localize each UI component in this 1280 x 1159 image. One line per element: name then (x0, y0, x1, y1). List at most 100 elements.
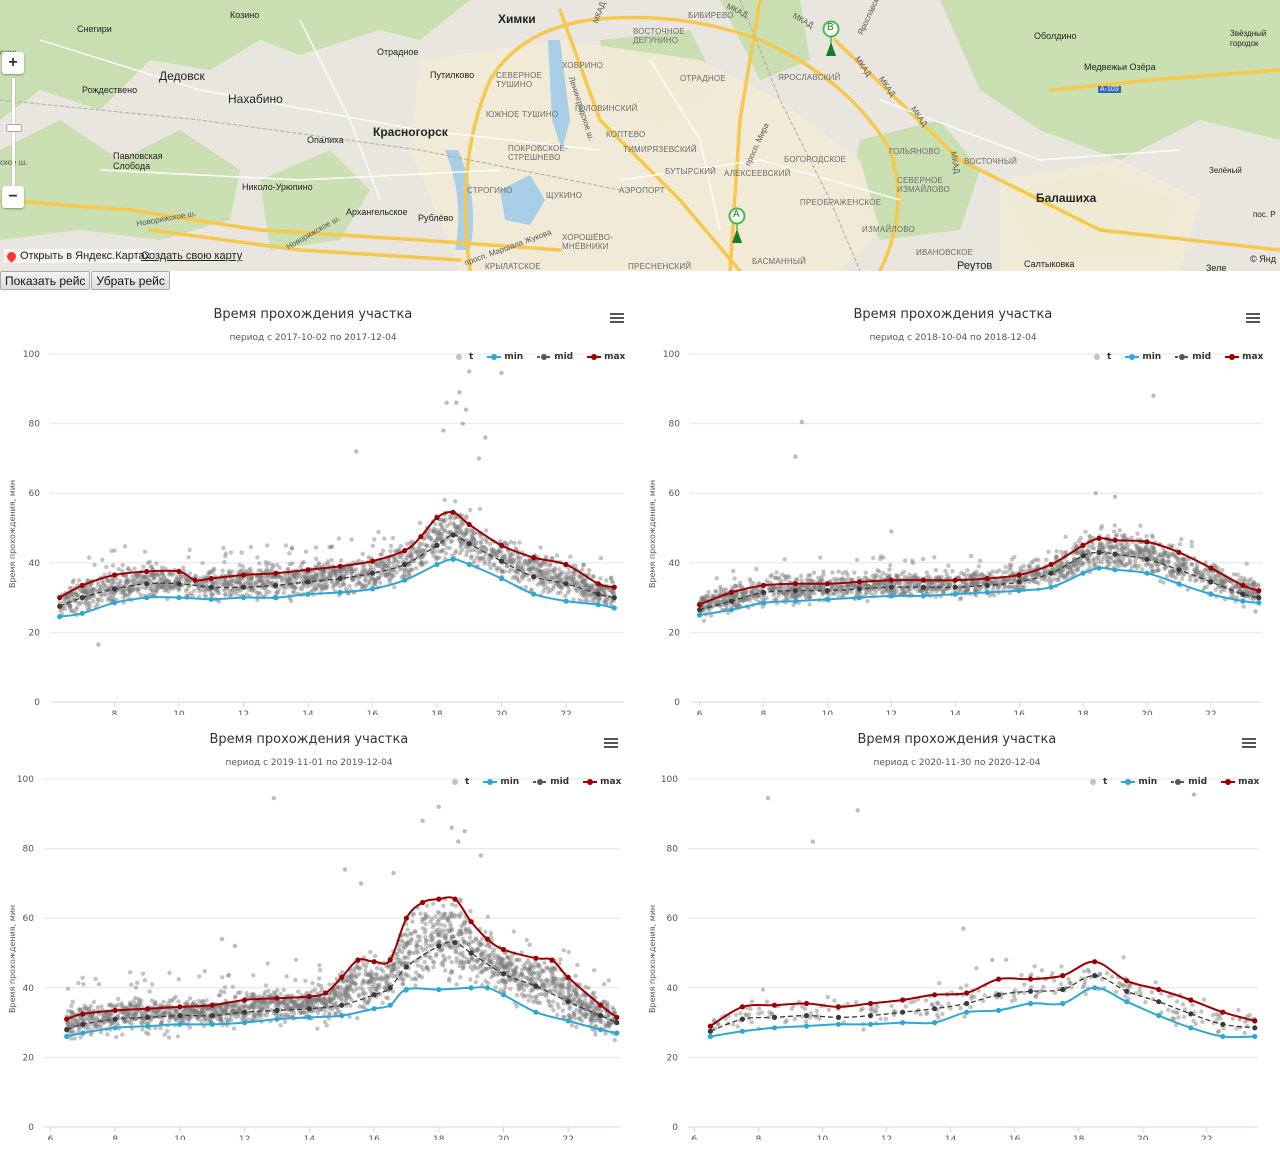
series-point-max (856, 579, 862, 585)
create-map-link[interactable]: Создать свою карту (141, 250, 243, 262)
open-in-yandex-maps-link[interactable]: Открыть в Яндекс.Картах (4, 249, 154, 263)
scatter-point (264, 588, 269, 593)
scatter-point (499, 549, 504, 555)
chart-menu-icon[interactable] (610, 313, 624, 323)
scatter-point (243, 580, 248, 585)
scatter-point (215, 590, 220, 595)
legend-item-mid[interactable]: mid (1175, 352, 1211, 362)
legend-item-min[interactable]: min (1125, 352, 1161, 362)
scatter-point (987, 571, 992, 576)
scatter-point (601, 587, 607, 593)
scatter-point (464, 527, 469, 532)
scatter-point (146, 577, 152, 582)
zoom-out-button[interactable]: − (2, 186, 24, 208)
scatter-point (535, 582, 540, 587)
scatter-point (434, 557, 439, 562)
scatter-point (110, 593, 116, 599)
scatter-point (528, 566, 534, 571)
series-point-min (1176, 581, 1182, 587)
chart-menu-icon[interactable] (1246, 313, 1260, 323)
scatter-point (1129, 535, 1134, 540)
zoom-control[interactable]: + − (2, 52, 24, 212)
scatter-point (443, 551, 449, 556)
scatter-point (1150, 533, 1155, 538)
scatter-point (581, 562, 587, 567)
scatter-point (798, 573, 804, 579)
scatter-point (1154, 556, 1159, 561)
show-route-button[interactable]: Показать рейс (0, 271, 91, 290)
scatter-point (441, 928, 446, 933)
legend-item-max[interactable]: max (1225, 352, 1263, 362)
scatter-point (237, 580, 242, 585)
scatter-point (1090, 542, 1095, 547)
scatter-point (1036, 571, 1041, 576)
hide-route-button[interactable]: Убрать рейс (91, 271, 170, 290)
scatter-point (100, 557, 105, 562)
series-point-max (1080, 542, 1086, 548)
scatter-point (1119, 542, 1124, 548)
scatter-point (1173, 554, 1178, 559)
series-point-mid (273, 582, 279, 588)
series-point-mid (402, 561, 408, 568)
scatter-point (589, 583, 594, 588)
scatter-point (118, 578, 123, 583)
map-canvas[interactable] (0, 0, 1280, 271)
scatter-point (294, 575, 299, 581)
route-marker-a[interactable]: A (728, 207, 746, 243)
scatter-point (533, 567, 538, 572)
scatter-point (116, 996, 121, 1002)
zoom-slider-handle[interactable] (6, 124, 22, 132)
scatter-point (517, 540, 522, 545)
scatter-point (227, 579, 232, 584)
legend-item-t[interactable]: t (452, 352, 473, 362)
scatter-point (1143, 562, 1148, 568)
scatter-point (518, 564, 523, 569)
scatter-point (356, 558, 361, 563)
scatter-point (392, 558, 397, 563)
scatter-point (538, 569, 543, 574)
legend-item-min[interactable]: min (487, 352, 523, 362)
scatter-point (863, 570, 868, 575)
scatter-point (156, 585, 161, 590)
scatter-point (350, 566, 355, 571)
scatter-point (782, 557, 787, 562)
scatter-point (793, 454, 798, 459)
scatter-point (606, 978, 611, 983)
scatter-point (853, 583, 858, 588)
scatter-point (1086, 548, 1091, 554)
scatter-point (339, 569, 344, 575)
scatter-point (532, 566, 537, 571)
scatter-point (393, 548, 398, 554)
scatter-point (206, 569, 212, 575)
scatter-point (439, 536, 444, 541)
scatter-point (102, 591, 107, 596)
scatter-point (76, 980, 81, 986)
scatter-point (447, 521, 453, 526)
scatter-point (457, 550, 463, 556)
scatter-point (537, 569, 542, 574)
scatter-point (212, 581, 217, 586)
scatter-point (245, 581, 251, 586)
scatter-point (392, 555, 397, 561)
zoom-slider[interactable] (12, 78, 15, 188)
legend-item-mid[interactable]: mid (537, 352, 573, 362)
legend-item-max[interactable]: max (587, 352, 625, 362)
scatter-point (379, 570, 384, 576)
scatter-point (502, 553, 507, 558)
route-marker-b[interactable]: B (822, 20, 840, 56)
scatter-point (354, 449, 359, 454)
scatter-point (375, 561, 380, 566)
scatter-point (439, 531, 444, 537)
scatter-point (166, 586, 171, 591)
scatter-point (1054, 555, 1059, 560)
scatter-point (572, 571, 578, 576)
legend-item-t[interactable]: t (1090, 352, 1111, 362)
scatter-point (429, 550, 435, 555)
map[interactable]: Химки Дедовск Нахабино Красногорск Балаш… (0, 0, 1280, 271)
scatter-point (915, 588, 920, 594)
scatter-point (478, 534, 483, 539)
legend-label: min (504, 352, 524, 362)
scatter-point (349, 569, 354, 574)
scatter-point (578, 575, 583, 580)
zoom-in-button[interactable]: + (2, 52, 24, 74)
